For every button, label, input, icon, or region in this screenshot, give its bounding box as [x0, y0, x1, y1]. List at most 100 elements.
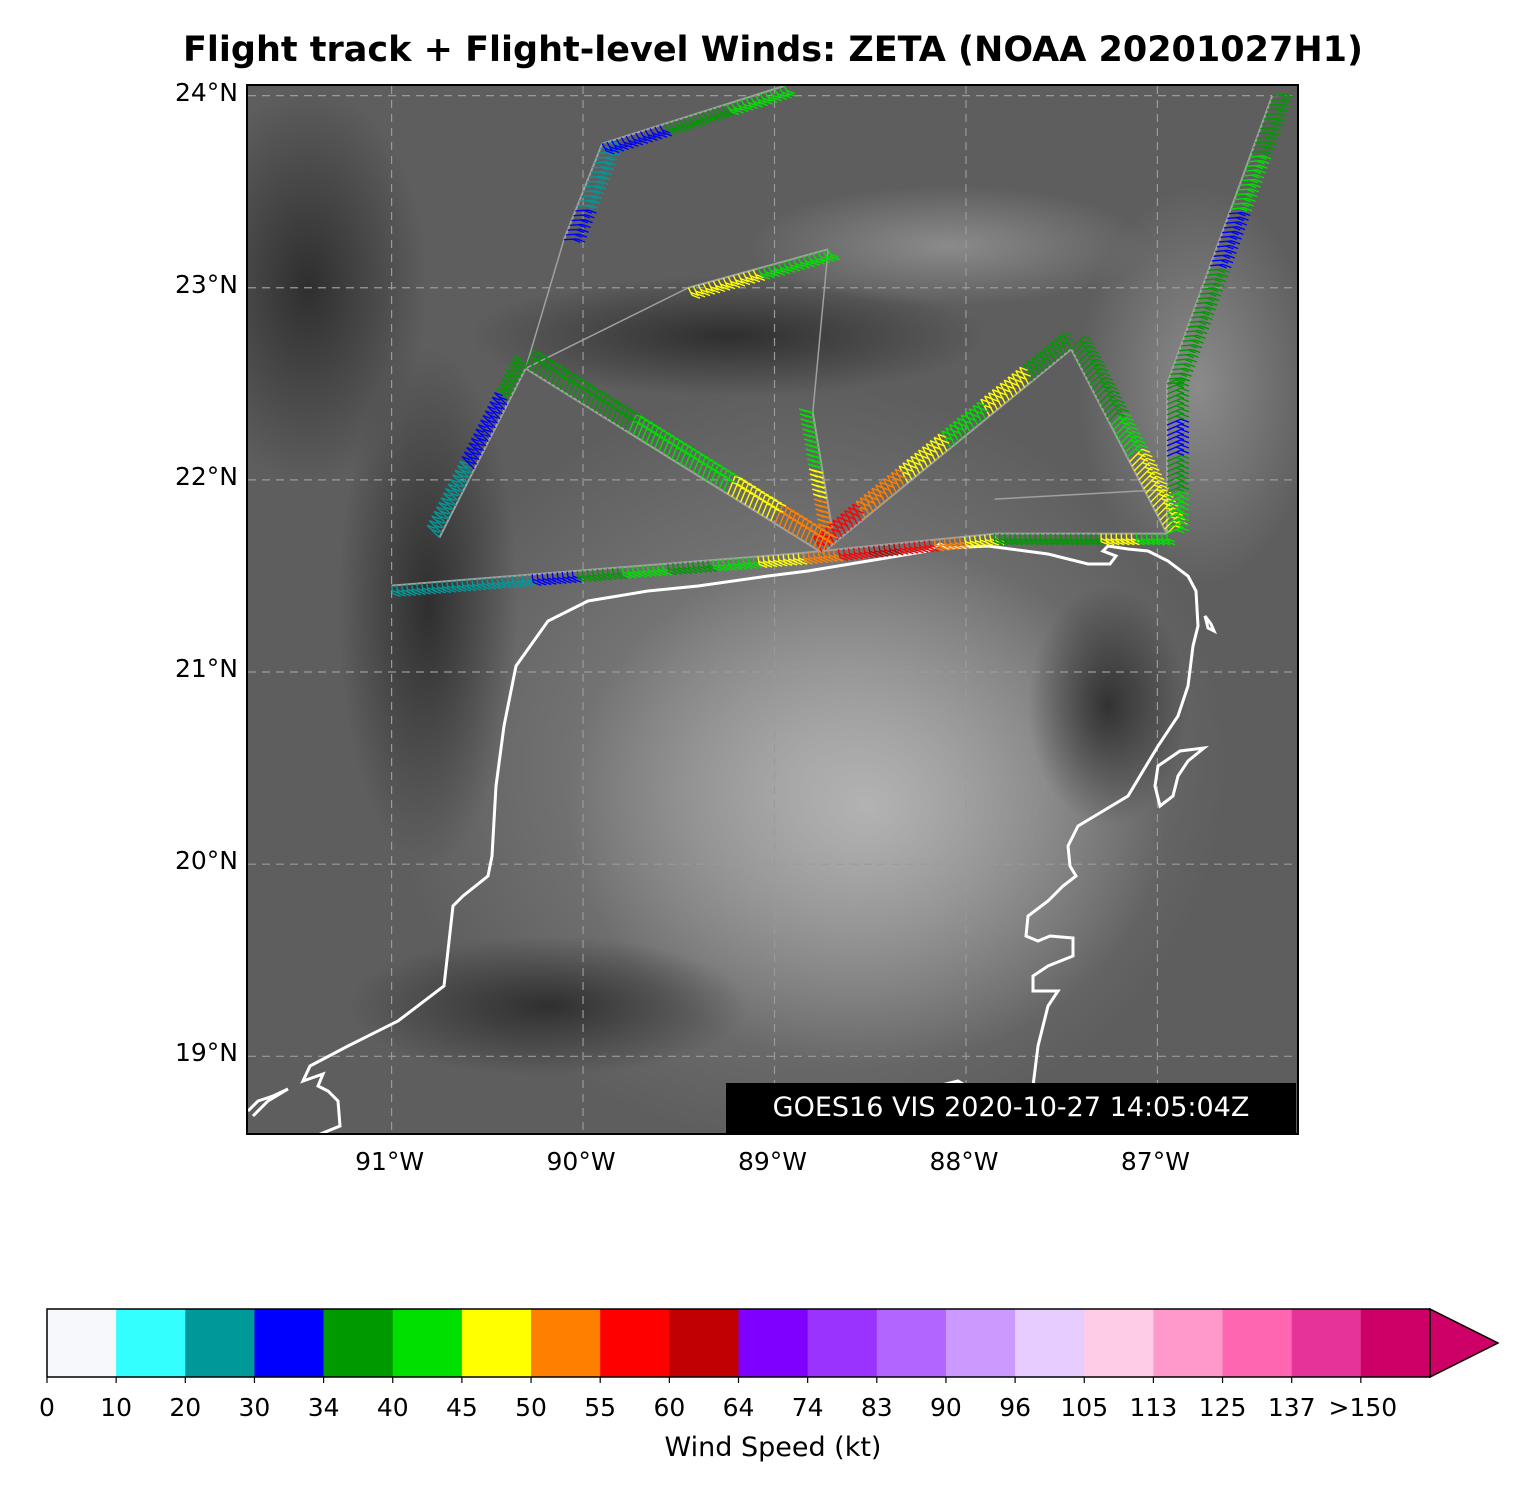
colorbar-bin	[945, 1309, 1016, 1377]
wind-barb	[817, 523, 833, 530]
wind-barb	[440, 497, 454, 511]
wind-barb	[463, 451, 478, 465]
wind-barb	[1120, 533, 1130, 546]
flight-track-connector	[812, 249, 829, 413]
wind-barb	[1100, 533, 1110, 546]
wind-barb	[1166, 449, 1190, 457]
colorbar-bin	[185, 1309, 255, 1377]
wind-barb	[964, 411, 977, 430]
colorbar-bin	[1360, 1309, 1431, 1377]
wind-barb	[757, 494, 774, 514]
wind-barb	[1014, 533, 1024, 546]
wind-barb	[1254, 140, 1277, 146]
wind-barb	[1070, 336, 1092, 350]
wind-barb	[435, 506, 450, 520]
wind-barb	[863, 494, 876, 512]
wind-barb	[807, 463, 823, 469]
wind-barb	[588, 175, 611, 181]
wind-barb	[1184, 334, 1206, 340]
wind-barb	[498, 382, 513, 397]
wind-barb	[910, 455, 923, 474]
wind-barb	[1125, 533, 1135, 546]
wind-barb	[735, 480, 752, 500]
wind-barb	[1166, 496, 1190, 504]
lat-tick-label: 21°N	[174, 654, 238, 684]
wind-barb	[1166, 485, 1190, 493]
colorbar-bin	[1015, 1309, 1085, 1377]
wind-barb	[1218, 240, 1241, 245]
wind-barb	[767, 265, 781, 277]
wind-barb	[1090, 533, 1100, 546]
wind-barb	[1166, 444, 1190, 452]
wind-barb	[480, 419, 494, 433]
wind-barb	[752, 269, 766, 282]
wind-barb	[968, 408, 981, 426]
wind-barb	[1179, 348, 1201, 354]
wind-barb	[816, 513, 831, 520]
wind-barb	[1199, 292, 1222, 297]
wind-barb	[894, 468, 907, 487]
wind-barb	[716, 106, 730, 119]
wind-barb	[1173, 363, 1196, 368]
wind-barb	[1166, 428, 1190, 437]
wind-barb	[808, 526, 826, 546]
wind-barb	[754, 94, 768, 107]
wind-barb	[623, 411, 641, 431]
wind-barb	[601, 143, 615, 155]
wind-barb	[1230, 207, 1253, 212]
wind-barb	[1166, 381, 1189, 387]
wind-barb	[1057, 334, 1070, 353]
wind-barb	[571, 218, 593, 224]
wind-barb	[991, 389, 1004, 407]
wind-barb	[948, 424, 962, 442]
wind-barb	[769, 90, 783, 102]
wind-barb	[484, 410, 499, 424]
wind-barb	[1172, 367, 1194, 373]
map-canvas[interactable]	[248, 86, 1299, 1135]
wind-barb	[783, 510, 800, 530]
wind-barb	[628, 414, 645, 433]
wind-barb	[792, 258, 806, 271]
wind-barb	[477, 423, 492, 438]
wind-barb	[945, 427, 958, 446]
flight-track-leg	[1070, 348, 1168, 535]
wind-barb	[802, 428, 817, 434]
wind-barb	[827, 249, 841, 261]
map-panel[interactable]: GOES16 VIS 2020-10-27 14:05:04Z	[246, 84, 1299, 1135]
wind-barb	[1166, 511, 1190, 519]
colorbar-tick-label: 113	[1129, 1393, 1178, 1422]
colorbar-tick-label: 96	[999, 1393, 1031, 1422]
wind-barb	[602, 398, 619, 417]
wind-barb	[783, 86, 797, 98]
wind-barb	[1253, 145, 1275, 151]
wind-barb	[1166, 490, 1190, 499]
wind-barb	[577, 204, 599, 210]
wind-barb	[1038, 350, 1051, 369]
wind-barb	[812, 253, 826, 265]
flight-track-leg	[1166, 95, 1274, 385]
wind-barb	[1166, 434, 1190, 442]
wind-barb	[586, 180, 609, 186]
wind-barb	[1251, 150, 1273, 156]
lon-tick-label: 88°W	[929, 1147, 999, 1176]
wind-barb	[1042, 347, 1055, 366]
wind-barb	[929, 439, 942, 458]
wind-barb	[598, 395, 615, 415]
wind-barb	[1009, 533, 1019, 546]
wind-barb	[666, 438, 684, 457]
wind-barb	[851, 503, 864, 522]
wind-barb	[1080, 533, 1090, 546]
wind-barb	[452, 474, 466, 488]
wind-barb	[635, 132, 649, 145]
wind-barb	[1256, 136, 1279, 141]
wind-barb	[1208, 268, 1230, 274]
wind-barb	[791, 515, 808, 535]
wind-barb	[1018, 366, 1032, 385]
wind-barb	[983, 395, 997, 414]
flight-track-leg	[525, 367, 823, 554]
lon-tick-label: 87°W	[1120, 1147, 1190, 1176]
wind-barb	[871, 487, 884, 506]
wind-barb	[592, 166, 614, 171]
wind-barb	[742, 272, 756, 284]
wind-barb	[712, 280, 726, 293]
